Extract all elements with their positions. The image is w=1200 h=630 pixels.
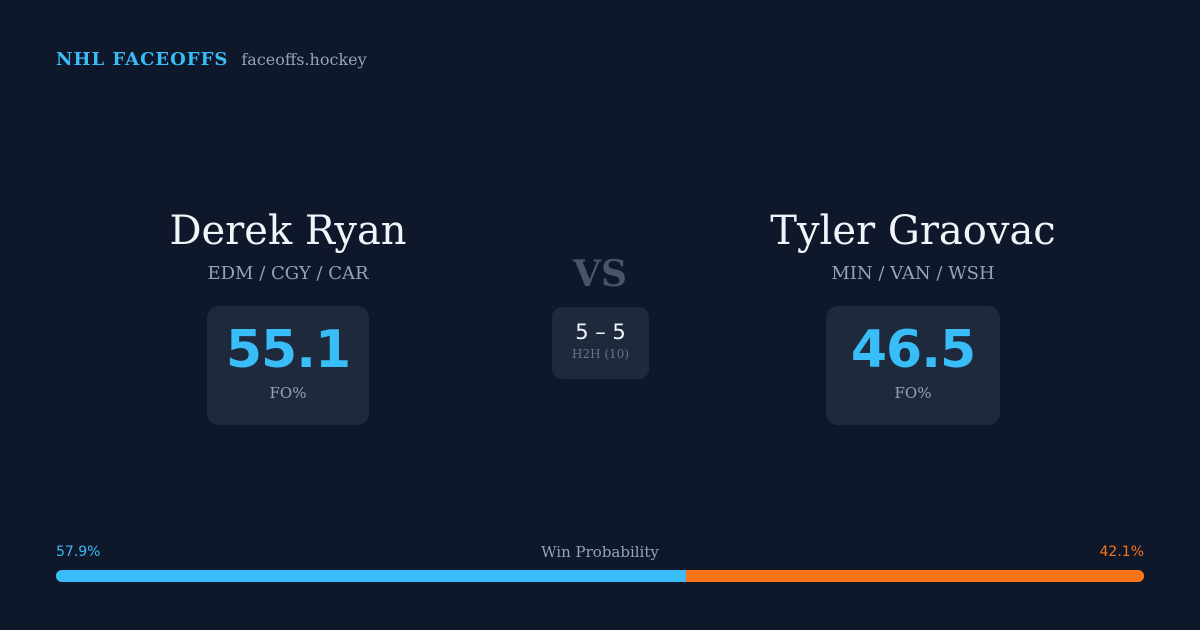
h2h-score: 5 – 5 <box>575 320 626 344</box>
win-prob-right-label: 42.1% <box>1099 544 1144 560</box>
player-left-card: Derek Ryan EDM / CGY / CAR 55.1 FO% <box>58 205 518 425</box>
brand-header: NHL FACEOFFS faceoffs.hockey <box>56 49 367 70</box>
player-right-name: Tyler Graovac <box>770 208 1056 254</box>
win-prob-title: Win Probability <box>541 543 659 561</box>
player-left-teams: EDM / CGY / CAR <box>207 263 369 284</box>
player-right-card: Tyler Graovac MIN / VAN / WSH 46.5 FO% <box>683 205 1143 425</box>
player-right-fo-value: 46.5 <box>850 320 976 380</box>
win-prob-bar-right <box>685 570 1144 582</box>
h2h-label: H2H (10) <box>571 347 629 361</box>
player-right-fo-box: 46.5 FO% <box>826 306 1000 425</box>
win-prob-left-label: 57.9% <box>56 544 101 560</box>
player-left-name: Derek Ryan <box>169 208 407 254</box>
brand-domain: faceoffs.hockey <box>241 50 367 69</box>
player-left-fo-value: 55.1 <box>225 320 351 380</box>
player-right-teams: MIN / VAN / WSH <box>831 263 995 284</box>
player-left-fo-box: 55.1 FO% <box>207 306 369 425</box>
vs-label: VS <box>573 253 627 295</box>
win-prob-bar-left <box>56 570 686 582</box>
player-left-fo-label: FO% <box>269 384 307 402</box>
player-right-fo-label: FO% <box>894 384 932 402</box>
brand-name: NHL FACEOFFS <box>56 49 229 70</box>
win-prob-bar <box>56 570 1144 582</box>
h2h-box: 5 – 5 H2H (10) <box>552 307 649 379</box>
